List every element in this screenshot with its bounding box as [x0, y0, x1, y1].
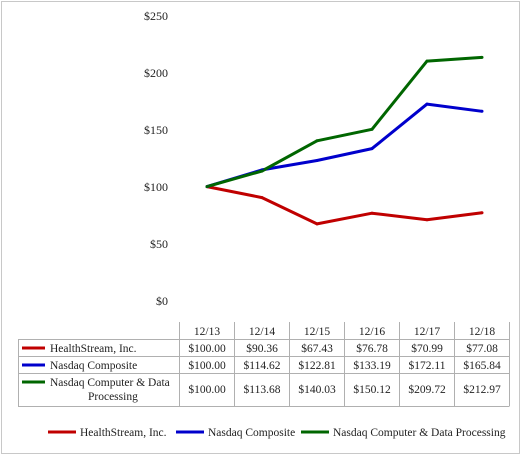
y-tick-label: $0 [156, 294, 168, 308]
table-row-label-nasdaq-computer-line2: Processing [88, 391, 138, 403]
data-label: $90.36 [246, 342, 278, 355]
x-tick-label: 12/13 [194, 326, 220, 338]
y-tick-label: $150 [144, 123, 168, 137]
data-label: $209.72 [408, 383, 446, 396]
y-tick-label: $100 [144, 180, 168, 194]
data-label: $212.97 [463, 383, 501, 396]
y-tick-label: $50 [150, 237, 168, 251]
series-line-nasdaq-computer [206, 55, 483, 189]
data-label: $113.68 [244, 383, 281, 396]
data-label: $122.81 [298, 359, 336, 372]
data-point [480, 109, 484, 113]
x-tick-label: 12/18 [469, 326, 495, 338]
data-label: $70.99 [411, 342, 443, 355]
data-point [425, 218, 429, 222]
x-tick-label: 12/17 [414, 326, 440, 338]
data-label: $100.00 [188, 383, 226, 396]
y-tick-label: $250 [144, 9, 168, 23]
data-label: $172.11 [409, 359, 446, 372]
data-label: $100.00 [188, 342, 226, 355]
data-point [425, 59, 429, 63]
data-point [370, 147, 374, 151]
data-point [260, 169, 264, 173]
data-label: $67.43 [301, 342, 333, 355]
data-label: $165.84 [463, 359, 501, 372]
x-tick-label: 12/15 [304, 326, 330, 338]
data-point [205, 185, 209, 189]
data-point [480, 211, 484, 215]
data-point [315, 139, 319, 143]
x-tick-label: 12/16 [359, 326, 385, 338]
data-table-grid [18, 322, 510, 407]
legend-label-healthstream: HealthStream, Inc. [80, 427, 167, 439]
data-label: $77.08 [466, 342, 498, 355]
data-point [480, 55, 484, 59]
data-point [425, 102, 429, 106]
data-label: $114.62 [244, 359, 281, 372]
data-point [370, 127, 374, 131]
data-point [370, 211, 374, 215]
y-tick-label: $200 [144, 66, 168, 80]
legend-label-nasdaq-composite: Nasdaq Composite [208, 427, 295, 439]
data-label: $133.19 [353, 359, 391, 372]
x-tick-label: 12/14 [249, 326, 275, 338]
legend-label-nasdaq-computer: Nasdaq Computer & Data Processing [333, 427, 506, 439]
data-point [260, 196, 264, 200]
table-row-label-nasdaq-computer-line1: Nasdaq Computer & Data [50, 377, 170, 389]
data-label: $140.03 [298, 383, 336, 396]
data-point [315, 159, 319, 162]
table-row-label-healthstream: HealthStream, Inc. [50, 343, 137, 355]
series-line-healthstream [206, 185, 483, 226]
data-point [315, 222, 319, 226]
data-label: $100.00 [188, 359, 226, 372]
data-label: $150.12 [353, 383, 391, 396]
table-row-label-nasdaq-composite: Nasdaq Composite [50, 360, 137, 372]
data-label: $76.78 [356, 342, 388, 355]
